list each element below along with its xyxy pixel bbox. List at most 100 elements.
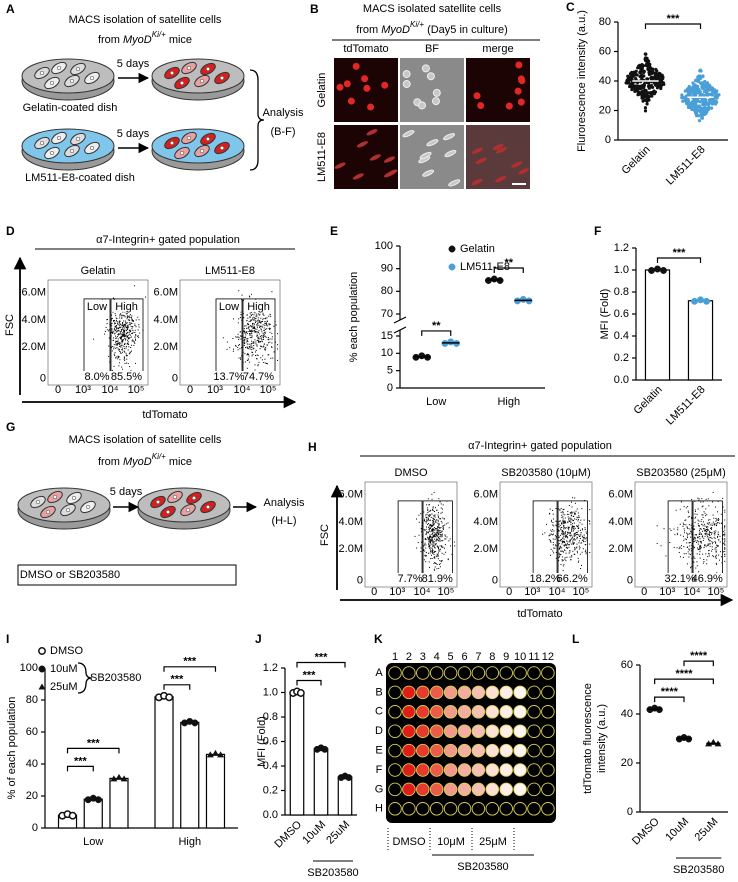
event-dot xyxy=(697,565,698,566)
subtitle-text: mice xyxy=(166,456,192,468)
event-dot xyxy=(575,535,576,536)
event-dot xyxy=(427,507,428,508)
event-dot xyxy=(253,317,254,318)
event-dot xyxy=(571,502,572,503)
event-dot xyxy=(116,344,117,345)
event-dot xyxy=(715,542,716,543)
event-dot xyxy=(704,547,705,548)
event-dot xyxy=(258,355,259,356)
event-dot xyxy=(123,336,124,337)
event-dot xyxy=(122,341,123,342)
nucleus xyxy=(53,495,57,499)
event-dot xyxy=(585,550,586,551)
significance-label: *** xyxy=(315,651,329,663)
nucleus xyxy=(187,136,191,140)
swarm-point xyxy=(700,113,703,116)
swarm-point xyxy=(698,119,701,122)
event-dot xyxy=(569,521,570,522)
event-dot xyxy=(555,521,556,522)
bar xyxy=(290,693,303,816)
event-dot xyxy=(261,339,262,340)
event-dot xyxy=(433,506,434,507)
gate-label: High xyxy=(247,301,270,313)
panel-title: MACS isolated satellite cells xyxy=(363,3,502,15)
subtitle-text: from xyxy=(98,34,123,46)
event-dot xyxy=(120,346,121,347)
event-dot xyxy=(272,339,273,340)
event-dot xyxy=(429,548,430,549)
event-dot xyxy=(262,319,263,320)
event-dot xyxy=(244,339,245,340)
event-dot xyxy=(706,533,707,534)
column-label: 12 xyxy=(542,651,554,663)
well xyxy=(417,667,430,680)
event-dot xyxy=(555,535,556,536)
event-dot xyxy=(717,523,718,524)
event-dot xyxy=(443,528,444,529)
replicate-point xyxy=(166,694,172,700)
event-dot xyxy=(130,331,131,332)
event-dot xyxy=(574,512,575,513)
swarm-point xyxy=(705,93,708,96)
event-dot xyxy=(699,551,700,552)
event-dot xyxy=(724,554,725,555)
y-tick-label: 1.2 xyxy=(263,662,278,674)
event-dot xyxy=(429,529,430,530)
event-dot xyxy=(690,567,691,568)
subtitle-text: (Day5 in culture) xyxy=(424,24,508,36)
event-dot xyxy=(564,522,565,523)
event-dot xyxy=(546,524,547,525)
x-tick-label: 10⁴ xyxy=(234,384,251,396)
event-dot xyxy=(559,509,560,510)
treatment-label: SB203580 xyxy=(457,861,508,873)
event-dot xyxy=(677,527,678,528)
nucleus xyxy=(180,81,184,85)
event-dot xyxy=(445,544,446,545)
y-axis-label: Flurorescence intensity (a.u.) xyxy=(576,10,588,152)
event-dot xyxy=(554,539,555,540)
event-dot xyxy=(724,541,725,542)
swarm-point xyxy=(636,73,639,76)
event-dot xyxy=(661,545,662,546)
event-dot xyxy=(119,362,120,363)
event-dot xyxy=(714,524,715,525)
event-dot xyxy=(699,536,700,537)
event-dot xyxy=(700,541,701,542)
nucleus xyxy=(40,141,44,145)
event-dot xyxy=(431,544,432,545)
event-dot xyxy=(560,520,561,521)
swarm-point xyxy=(691,81,694,84)
event-dot xyxy=(578,519,579,520)
swarm-point xyxy=(703,90,706,93)
y-tick-label: 4.0M xyxy=(154,314,178,326)
event-dot xyxy=(133,345,134,346)
nucleus xyxy=(90,76,94,80)
event-dot xyxy=(115,338,116,339)
event-dot xyxy=(724,556,725,557)
row-label: B xyxy=(375,686,382,698)
event-dot xyxy=(129,322,130,323)
event-dot xyxy=(669,542,670,543)
event-dot xyxy=(250,317,251,318)
event-dot xyxy=(552,529,553,530)
nucleus xyxy=(220,146,224,150)
event-dot xyxy=(723,551,724,552)
well xyxy=(514,725,527,738)
event-dot xyxy=(265,318,266,319)
event-dot xyxy=(563,520,564,521)
event-dot xyxy=(679,547,680,548)
event-dot xyxy=(261,337,262,338)
event-dot xyxy=(438,550,439,551)
event-dot xyxy=(265,333,266,334)
event-dot xyxy=(552,510,553,511)
event-dot xyxy=(703,521,704,522)
event-dot xyxy=(580,538,581,539)
event-dot xyxy=(119,346,120,347)
event-dot xyxy=(713,515,714,516)
event-dot xyxy=(444,534,445,535)
event-dot xyxy=(257,365,258,366)
event-dot xyxy=(238,290,239,291)
event-dot xyxy=(441,561,442,562)
event-dot xyxy=(572,537,573,538)
y-axis-label: tdTomato fluorescence xyxy=(582,683,594,794)
